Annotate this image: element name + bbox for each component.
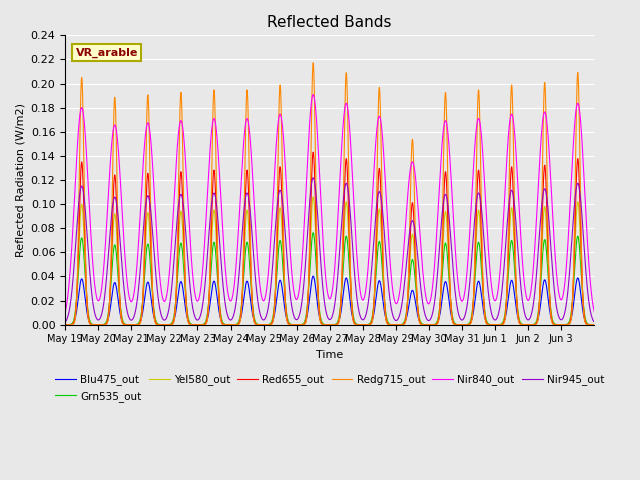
Blu475_out	[478, 295, 486, 301]
Line: Redg715_out: Redg715_out	[65, 63, 595, 324]
Grn535_out	[591, 322, 598, 327]
Blu475_out	[397, 322, 405, 327]
Nir945_out	[444, 204, 452, 210]
Redg715_out	[509, 151, 517, 156]
Nir840_out	[61, 310, 69, 315]
Yel580_out	[509, 228, 517, 233]
Nir840_out	[585, 256, 593, 262]
Grn535_out	[309, 230, 317, 236]
Red655_out	[585, 322, 593, 327]
Blu475_out	[61, 322, 69, 327]
Blu475_out	[309, 273, 317, 279]
Line: Blu475_out: Blu475_out	[65, 276, 595, 324]
Nir945_out	[61, 319, 69, 325]
Nir945_out	[591, 319, 598, 325]
Grn535_out	[585, 322, 593, 327]
Redg715_out	[585, 322, 593, 327]
Line: Nir945_out: Nir945_out	[65, 178, 595, 322]
Redg715_out	[170, 320, 177, 326]
Red655_out	[478, 249, 486, 254]
Blu475_out	[591, 322, 598, 327]
Grn535_out	[397, 322, 405, 327]
Red655_out	[309, 149, 317, 155]
Red655_out	[61, 322, 69, 327]
Nir945_out	[397, 304, 405, 310]
Yel580_out	[444, 244, 452, 250]
Redg715_out	[444, 194, 452, 200]
Yel580_out	[170, 317, 177, 323]
Redg715_out	[397, 322, 405, 327]
Nir945_out	[478, 209, 486, 215]
Yel580_out	[478, 259, 486, 265]
Nir840_out	[591, 309, 598, 315]
Yel580_out	[397, 322, 405, 327]
Yel580_out	[585, 322, 593, 327]
Nir945_out	[309, 175, 317, 180]
Red655_out	[444, 226, 452, 232]
Text: VR_arable: VR_arable	[76, 48, 138, 58]
Line: Grn535_out: Grn535_out	[65, 233, 595, 324]
Grn535_out	[444, 262, 452, 268]
Nir840_out	[309, 92, 317, 97]
Legend: Blu475_out, Grn535_out, Yel580_out, Red655_out, Redg715_out, Nir840_out, Nir945_: Blu475_out, Grn535_out, Yel580_out, Red6…	[51, 371, 609, 406]
Nir945_out	[585, 296, 593, 302]
Y-axis label: Reflected Radiation (W/m2): Reflected Radiation (W/m2)	[15, 103, 25, 257]
Blu475_out	[585, 322, 593, 327]
Grn535_out	[509, 252, 517, 257]
Redg715_out	[591, 322, 598, 327]
X-axis label: Time: Time	[316, 350, 343, 360]
Nir840_out	[509, 120, 517, 125]
Line: Red655_out: Red655_out	[65, 152, 595, 324]
Title: Reflected Bands: Reflected Bands	[268, 15, 392, 30]
Redg715_out	[309, 60, 317, 66]
Red655_out	[397, 322, 405, 327]
Yel580_out	[61, 322, 69, 327]
Red655_out	[591, 322, 598, 327]
Nir840_out	[478, 137, 486, 143]
Blu475_out	[444, 290, 452, 296]
Redg715_out	[478, 230, 486, 236]
Blu475_out	[170, 319, 177, 324]
Line: Nir840_out: Nir840_out	[65, 95, 595, 312]
Grn535_out	[170, 315, 177, 321]
Nir840_out	[397, 275, 405, 280]
Nir945_out	[170, 264, 177, 270]
Nir945_out	[509, 195, 517, 201]
Redg715_out	[61, 322, 69, 327]
Grn535_out	[478, 272, 486, 277]
Blu475_out	[509, 285, 517, 290]
Line: Yel580_out: Yel580_out	[65, 197, 595, 324]
Yel580_out	[309, 194, 317, 200]
Red655_out	[170, 318, 177, 324]
Red655_out	[509, 201, 517, 207]
Nir840_out	[444, 132, 452, 137]
Grn535_out	[61, 322, 69, 327]
Nir840_out	[170, 207, 177, 213]
Yel580_out	[591, 322, 598, 327]
